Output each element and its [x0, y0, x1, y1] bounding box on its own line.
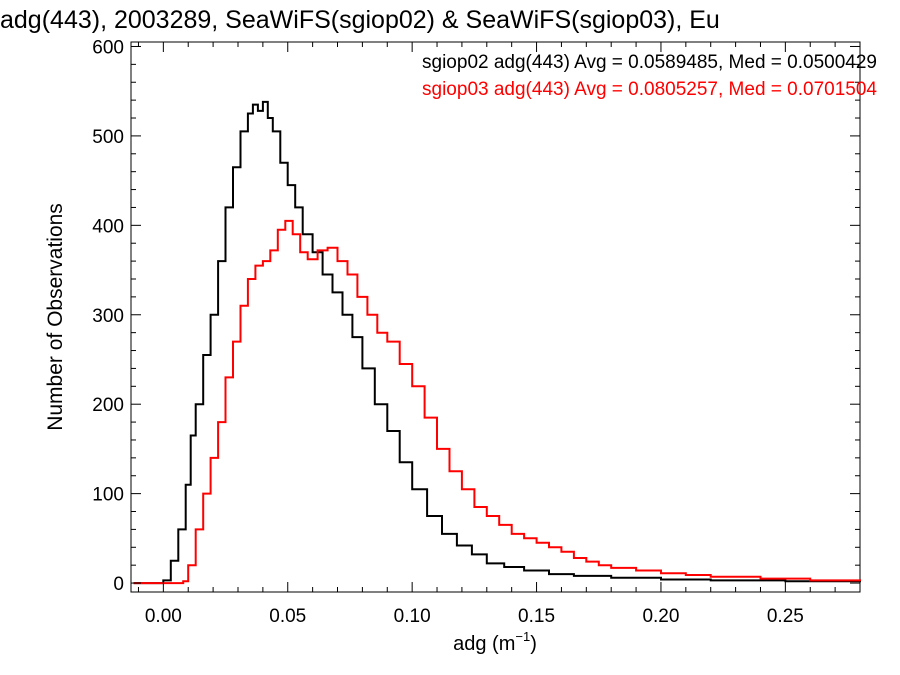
y-axis-label: Number of Observations — [44, 203, 67, 431]
plot-frame — [130, 41, 861, 593]
legend-entry-2: sgiop03 adg(443) Avg = 0.0805257, Med = … — [422, 79, 877, 100]
y-tick-label: 600 — [92, 37, 124, 58]
series-layer — [133, 100, 861, 585]
y-tick-label: 400 — [92, 216, 124, 237]
y-tick-label: 500 — [92, 127, 124, 148]
legend: sgiop02 adg(443) Avg = 0.0589485, Med = … — [422, 52, 877, 100]
y-tick-label: 200 — [92, 395, 124, 416]
x-tick-label: 0.25 — [767, 606, 804, 627]
chart-title: adg(443), 2003289, SeaWiFS(sgiop02) & Se… — [0, 6, 720, 34]
x-tick-label: 0.05 — [269, 606, 306, 627]
x-axis-ticks: 0.00 0.05 0.10 0.15 0.20 0.25 — [137, 42, 861, 627]
x-tick-label: 0.15 — [518, 606, 555, 627]
y-tick-label: 100 — [92, 485, 124, 506]
x-axis-label-superscript: −1 — [515, 629, 530, 644]
plot-border — [130, 41, 861, 593]
series-2-histogram-line — [133, 219, 861, 585]
y-axis-ticks: 0 100 200 300 400 500 600 — [92, 37, 860, 595]
x-tick-label: 0.00 — [145, 606, 182, 627]
x-tick-label: 0.10 — [394, 606, 431, 627]
x-axis-label-close: ) — [530, 633, 537, 655]
y-tick-label: 300 — [92, 306, 124, 327]
y-tick-label: 0 — [113, 574, 124, 595]
x-axis-label: adg (m−1) — [453, 629, 537, 655]
series-1-histogram-line — [133, 100, 861, 585]
legend-entry-1: sgiop02 adg(443) Avg = 0.0589485, Med = … — [422, 52, 877, 73]
x-axis-label-main: adg (m — [453, 633, 515, 655]
x-tick-label: 0.20 — [642, 606, 679, 627]
